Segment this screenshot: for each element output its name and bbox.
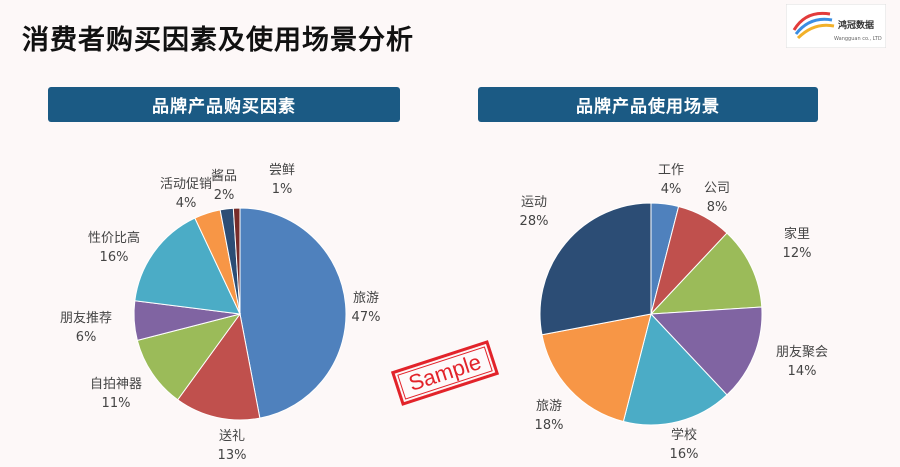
slice-percent-label: 2%	[214, 188, 235, 203]
pie-slice-学校	[622, 312, 728, 426]
slice-label: 学校	[671, 427, 697, 443]
slice-label: 朋友推荐	[60, 310, 112, 326]
purchase-factors-header: 品牌产品购买因素	[48, 87, 400, 122]
pie-slice-性价比高	[134, 217, 241, 315]
slice-label: 送礼	[219, 428, 245, 444]
slice-percent-label: 1%	[272, 182, 293, 197]
pie-slice-送礼	[176, 312, 261, 421]
slice-label: 公司	[704, 181, 730, 196]
slice-percent-label: 16%	[670, 447, 699, 462]
slice-label: 酱品	[211, 169, 237, 184]
slice-percent-label: 12%	[783, 246, 812, 261]
slice-label: 运动	[521, 195, 547, 210]
slice-label: 旅游	[536, 399, 562, 414]
slice-label: 尝鲜	[269, 163, 295, 178]
slice-percent-label: 18%	[535, 418, 564, 433]
pie-slice-运动	[539, 202, 652, 336]
slice-percent-label: 11%	[102, 396, 131, 411]
pie-slice-旅游	[541, 313, 652, 423]
slice-percent-label: 16%	[100, 250, 129, 265]
slice-label: 旅游	[353, 291, 379, 306]
slice-percent-label: 4%	[661, 182, 682, 197]
slice-label: 工作	[658, 163, 684, 178]
logo-text: 鸿冠数据	[838, 19, 874, 31]
slice-percent-label: 6%	[76, 330, 97, 345]
pie-slice-家里	[649, 232, 763, 315]
page-title: 消费者购买因素及使用场景分析	[22, 25, 414, 56]
slice-label: 自拍神器	[90, 377, 142, 392]
pie-slice-旅游	[239, 207, 347, 419]
slice-label: 活动促销	[160, 177, 212, 192]
pie-slice-尝鲜	[232, 207, 241, 315]
slice-percent-label: 8%	[707, 200, 728, 215]
slice-label: 家里	[784, 226, 810, 242]
slice-percent-label: 4%	[176, 196, 197, 211]
logo-subtext: Wangguan co., LTD	[834, 36, 882, 42]
slice-percent-label: 47%	[352, 310, 381, 325]
usage-scenarios-header: 品牌产品使用场景	[478, 87, 818, 122]
slice-label: 性价比高	[88, 230, 140, 246]
company-logo: 鸿冠数据 Wangguan co., LTD	[786, 4, 886, 48]
pie-slice-自拍神器	[136, 313, 242, 401]
pie-slice-朋友聚会	[649, 306, 763, 396]
slice-percent-label: 14%	[788, 364, 817, 379]
slice-percent-label: 13%	[218, 448, 247, 463]
slice-percent-label: 28%	[520, 214, 549, 229]
slice-label: 朋友聚会	[776, 344, 828, 360]
